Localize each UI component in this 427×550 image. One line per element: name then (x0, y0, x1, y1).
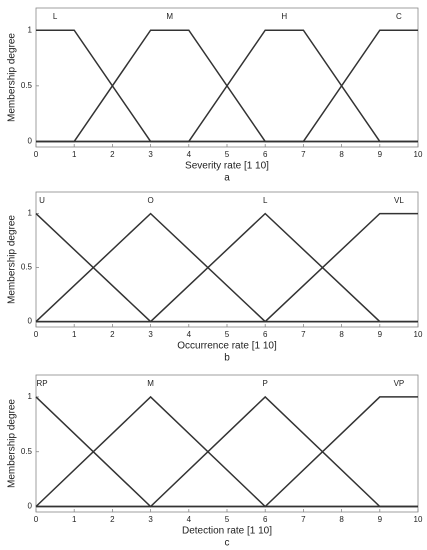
x-tick-label: 7 (301, 150, 306, 159)
x-axis-label: Occurrence rate [1 10] (177, 341, 277, 352)
x-axis-label: Severity rate [1 10] (185, 161, 269, 172)
y-tick-label: 0 (28, 137, 33, 146)
x-tick-label: 0 (34, 150, 39, 159)
x-tick-label: 0 (34, 330, 39, 339)
x-tick-label: 8 (339, 515, 344, 524)
y-tick-label: 1 (28, 25, 33, 34)
series-label: L (53, 12, 58, 21)
x-tick-label: 9 (378, 330, 383, 339)
y-axis-label: Membership degree (7, 399, 18, 488)
x-tick-label: 1 (72, 515, 77, 524)
x-tick-label: 7 (301, 515, 306, 524)
x-tick-label: 2 (110, 330, 115, 339)
x-tick-label: 10 (414, 330, 423, 339)
y-tick-label: 0.5 (21, 263, 33, 272)
x-tick-label: 2 (110, 515, 115, 524)
series-label: VL (394, 196, 404, 205)
y-tick-label: 0.5 (21, 447, 33, 456)
y-tick-label: 0.5 (21, 81, 33, 90)
x-tick-label: 4 (187, 150, 192, 159)
x-tick-label: 5 (225, 330, 230, 339)
x-tick-label: 5 (225, 515, 230, 524)
x-tick-label: 1 (72, 150, 77, 159)
membership-line (36, 29, 418, 143)
series-label: RP (36, 379, 47, 388)
series-label: O (147, 196, 153, 205)
series-label: C (396, 12, 402, 21)
caption: b (224, 353, 230, 364)
x-tick-label: 3 (148, 330, 153, 339)
x-tick-label: 4 (187, 515, 192, 524)
plot-area (35, 374, 419, 513)
x-tick-label: 1 (72, 330, 77, 339)
x-tick-label: 3 (148, 515, 153, 524)
x-tick-label: 2 (110, 150, 115, 159)
x-tick-label: 4 (187, 330, 192, 339)
membership-line (36, 212, 418, 323)
caption: c (225, 538, 230, 549)
x-tick-label: 8 (339, 330, 344, 339)
y-tick-label: 0 (28, 502, 33, 511)
x-axis-label: Detection rate [1 10] (182, 526, 272, 537)
caption: a (224, 173, 230, 184)
x-tick-label: 6 (263, 330, 268, 339)
x-tick-label: 6 (263, 515, 268, 524)
x-tick-label: 9 (378, 515, 383, 524)
x-tick-label: 9 (378, 150, 383, 159)
series-label: P (263, 379, 268, 388)
x-tick-label: 3 (148, 150, 153, 159)
x-tick-label: 0 (34, 515, 39, 524)
membership-line (36, 396, 418, 508)
y-axis-label: Membership degree (7, 33, 18, 122)
x-tick-label: 6 (263, 150, 268, 159)
plot-area (35, 191, 419, 328)
y-tick-label: 1 (28, 209, 33, 218)
x-tick-label: 10 (414, 515, 423, 524)
series-label: M (147, 379, 154, 388)
series-label: H (281, 12, 287, 21)
series-label: U (39, 196, 45, 205)
series-label: VP (394, 379, 405, 388)
x-tick-label: 5 (225, 150, 230, 159)
y-tick-label: 1 (28, 392, 33, 401)
series-label: L (263, 196, 268, 205)
y-axis-label: Membership degree (7, 215, 18, 304)
x-tick-label: 8 (339, 150, 344, 159)
y-tick-label: 0 (28, 317, 33, 326)
plot-area (35, 7, 419, 148)
series-label: M (166, 12, 173, 21)
x-tick-label: 7 (301, 330, 306, 339)
x-tick-label: 10 (414, 150, 423, 159)
